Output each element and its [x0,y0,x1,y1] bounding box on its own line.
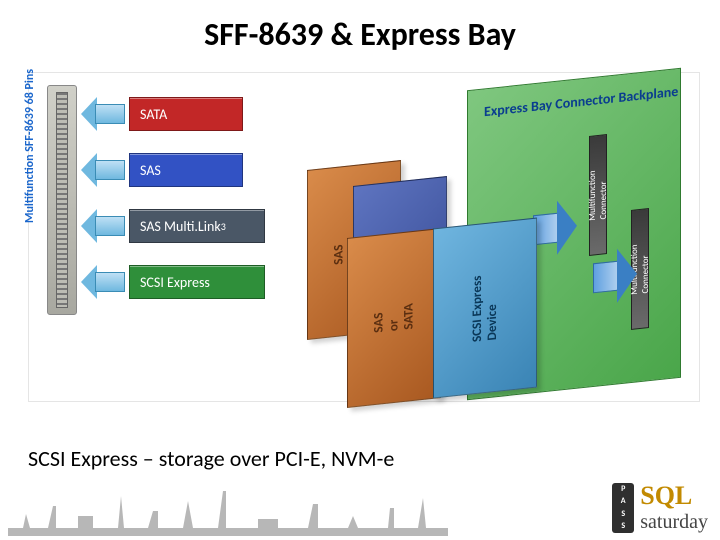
skyline-silhouette [8,486,448,536]
card-scsi-express-device-label: SCSI ExpressDevice [470,273,500,342]
pass-p: P [621,484,625,494]
proto-sata: SATA [129,97,243,131]
subtitle: SCSI Express – storage over PCI-E, NVM-e [28,445,394,472]
sql-saturday-logo: P A S S SQL saturday [612,481,708,534]
superscript-3: 3 [221,220,226,233]
card-scsi-express-device: SCSI ExpressDevice [433,218,537,399]
proto-sas-multilink: SAS Multi.Link3 [129,209,265,243]
arrow-to-sas [81,153,125,187]
proto-scsi-express: SCSI Express [129,265,265,299]
logo-text: SQL saturday [640,481,708,534]
pass-a: A [621,496,626,506]
page-title: SFF-8639 & Express Bay [0,0,720,54]
pass-s1: S [621,509,625,519]
card-sas-sata-2: SASorSATA [347,228,441,408]
pass-s2: S [621,521,625,531]
diagram-area: Multifunction SFF-8639 68 Pins SATA SAS … [28,72,700,402]
arrow-to-scsi-express [81,265,125,299]
arrow3d-2 [593,247,637,306]
logo-sql: SQL [640,481,692,510]
arrow-to-sata [81,97,125,131]
proto-scsi-express-label: SCSI Express [140,274,210,291]
logo-saturday: saturday [640,511,708,533]
arrow-to-sas-multilink [81,209,125,243]
proto-sas-multilink-label: SAS Multi.Link [140,218,221,235]
arrow3d-1 [533,199,577,258]
proto-sas: SAS [129,153,243,187]
sff-8639-connector [47,85,77,315]
proto-sata-label: SATA [140,106,167,123]
mfc-1-label: MultifunctionConnector [587,169,609,221]
footer: P A S S SQL saturday [0,480,720,540]
connector-pins-label: Multifunction SFF-8639 68 Pins [23,69,37,223]
proto-sas-label: SAS [140,162,161,179]
multifunction-connector-1: MultifunctionConnector [589,134,607,256]
card-sas-sata-2-label: SASorSATA [372,303,417,334]
pass-badge: P A S S [612,483,634,533]
